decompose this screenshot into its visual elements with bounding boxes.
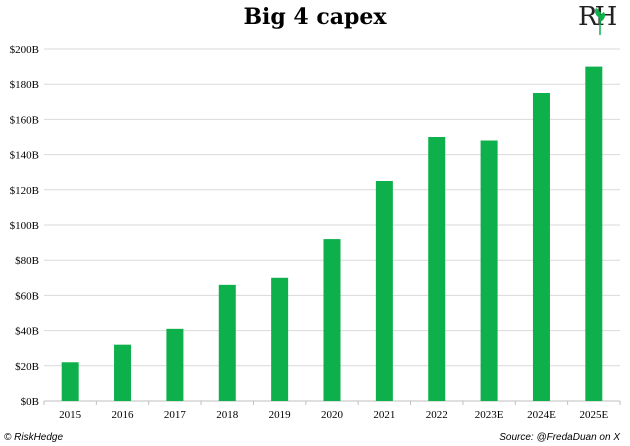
x-tick-label: 2015 [59, 409, 82, 421]
x-tick-label: 2020 [321, 409, 344, 421]
chart-title: Big 4 capex [243, 4, 387, 30]
x-tick-label: 2023E [475, 409, 504, 421]
logo-text: RH [578, 2, 617, 32]
bar [271, 277, 289, 401]
y-tick-label: $200B [10, 44, 39, 56]
bar [61, 362, 79, 401]
y-tick-label: $140B [10, 150, 39, 162]
y-tick-label: $120B [10, 185, 39, 197]
y-tick-label: $100B [10, 220, 39, 232]
y-tick-label: $20B [15, 361, 39, 373]
leaf-icon [595, 8, 605, 35]
x-tick-label: 2025E [579, 409, 608, 421]
bar [428, 137, 446, 401]
x-tick-label: 2016 [112, 409, 135, 421]
copyright-footer: © RiskHedge [4, 432, 64, 443]
x-tick-label: 2019 [269, 409, 292, 421]
y-tick-label: $0B [21, 396, 39, 408]
y-tick-label: $180B [10, 79, 39, 91]
bar [375, 181, 393, 401]
y-tick-label: $160B [10, 114, 39, 126]
x-tick-label: 2021 [373, 409, 395, 421]
bar [323, 239, 341, 401]
source-footer: Source: @FredaDuan on X [499, 432, 620, 443]
y-tick-label: $40B [15, 326, 39, 338]
riskhedge-logo: RH [578, 2, 620, 36]
x-tick-label: 2024E [527, 409, 556, 421]
bar [532, 93, 550, 401]
bar [166, 328, 184, 401]
bar [585, 66, 603, 401]
bar [114, 344, 132, 401]
x-tick-label: 2017 [164, 409, 187, 421]
bar [218, 284, 236, 401]
x-tick-label: 2018 [216, 409, 239, 421]
x-tick-label: 2022 [426, 409, 448, 421]
y-tick-label: $60B [15, 290, 39, 302]
bar [480, 140, 498, 401]
y-tick-label: $80B [15, 255, 39, 267]
